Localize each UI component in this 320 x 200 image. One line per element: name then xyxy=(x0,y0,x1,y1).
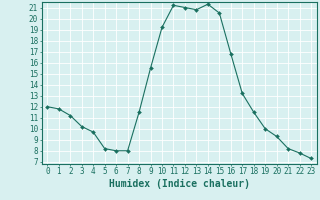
X-axis label: Humidex (Indice chaleur): Humidex (Indice chaleur) xyxy=(109,179,250,189)
